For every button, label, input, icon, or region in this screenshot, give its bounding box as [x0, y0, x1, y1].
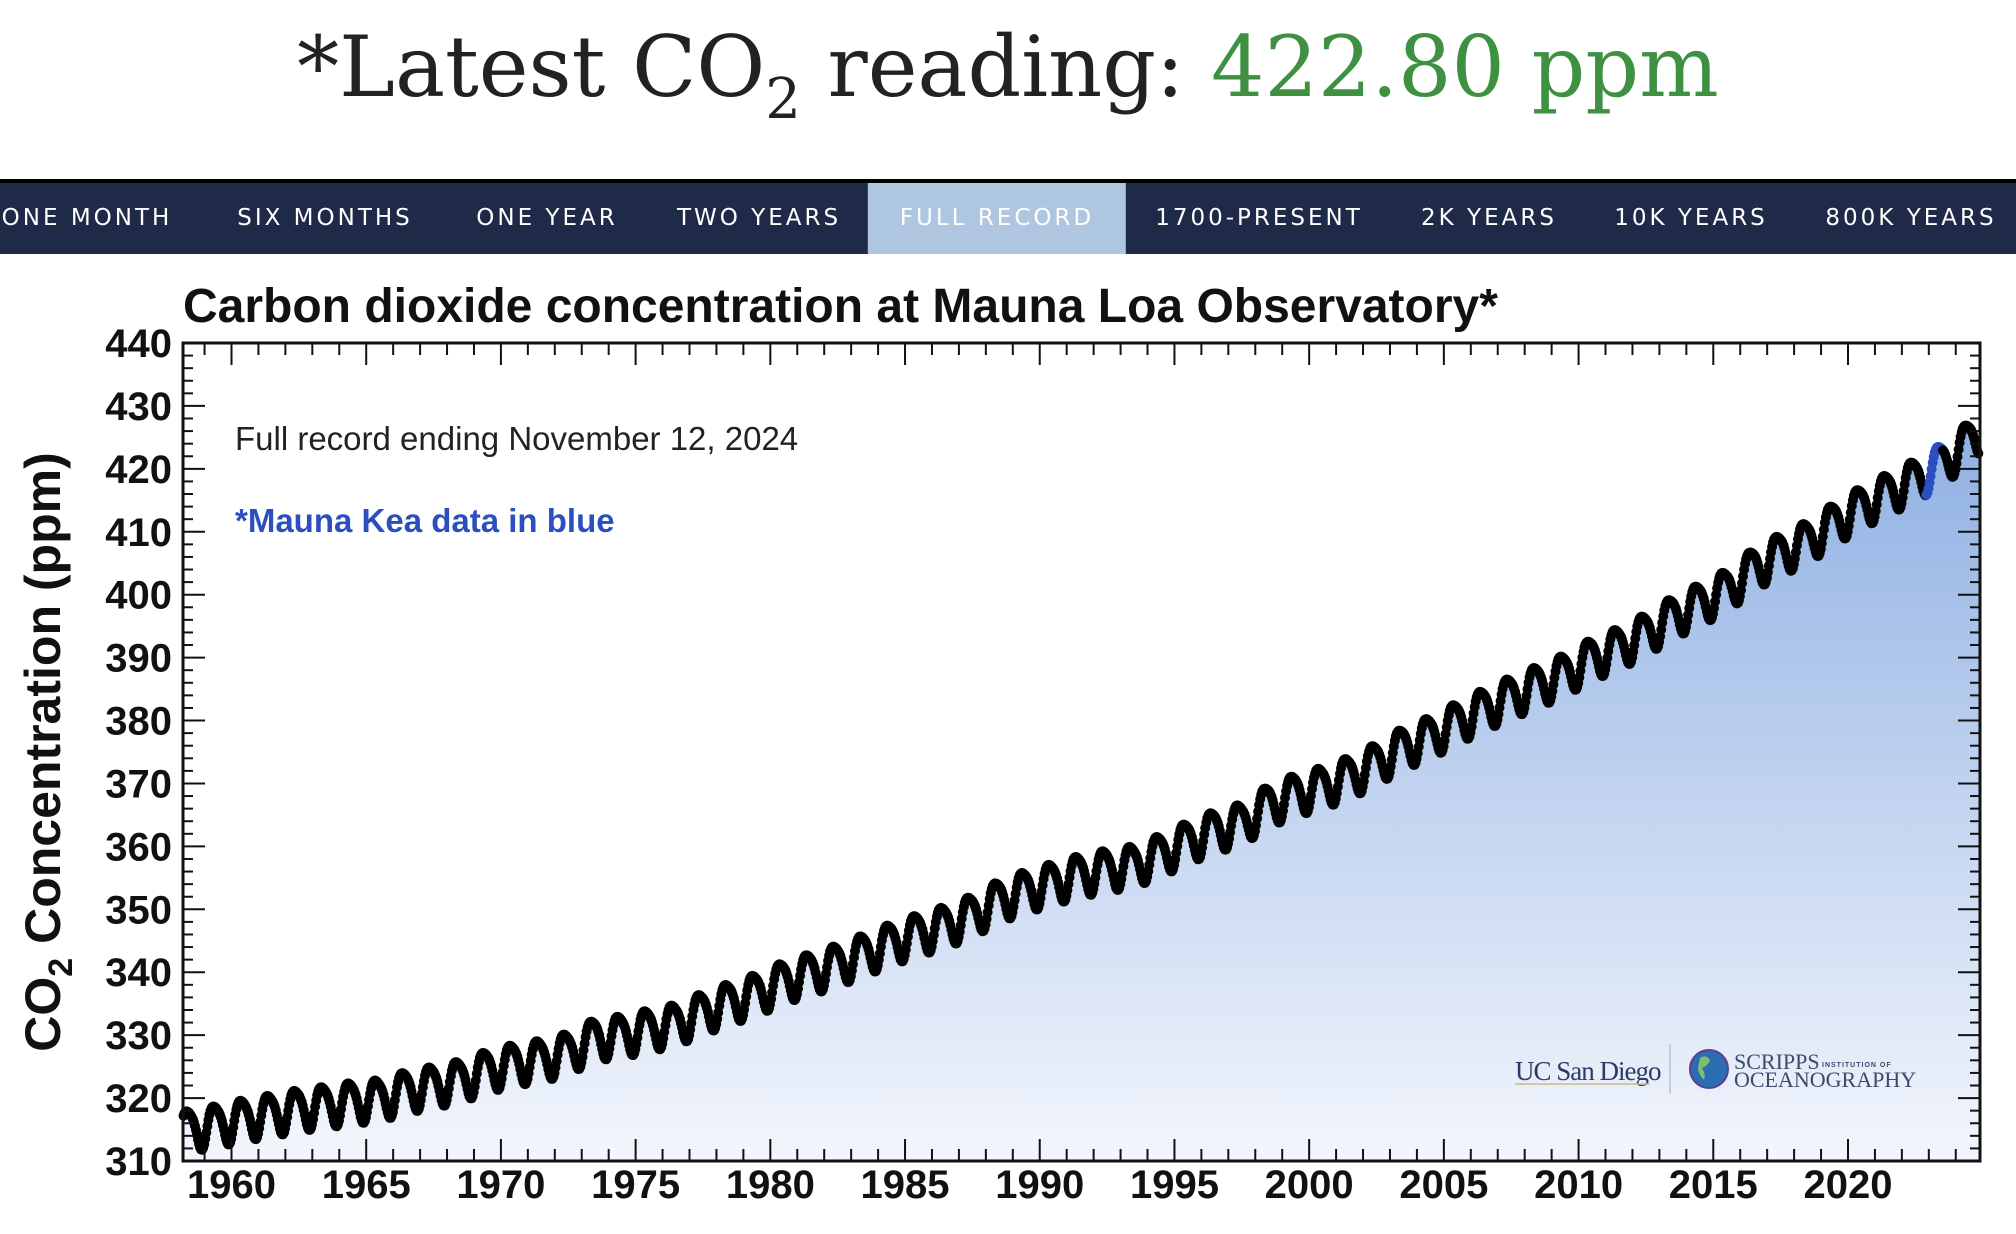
- headline-middle: reading:: [800, 18, 1211, 116]
- y-tick-label: 310: [105, 1140, 172, 1184]
- record-end-annotation: Full record ending November 12, 2024: [235, 420, 798, 457]
- y-tick-label: 400: [105, 574, 172, 618]
- latest-reading-value: 422.80 ppm: [1211, 18, 1719, 116]
- y-tick-label: 420: [105, 448, 172, 492]
- y-tick-label: 330: [105, 1014, 172, 1058]
- tab-10k-years[interactable]: 10K YEARS: [1614, 205, 1768, 231]
- x-tick-label: 2005: [1399, 1163, 1488, 1207]
- y-tick-label: 350: [105, 888, 172, 932]
- ucsd-logo: UC San Diego: [1515, 1056, 1662, 1086]
- nav-top-border: [0, 179, 2016, 184]
- y-tick-label: 360: [105, 825, 172, 869]
- y-tick-label: 390: [105, 637, 172, 681]
- x-tick-label: 2000: [1265, 1163, 1354, 1207]
- y-axis-label: CO2 Concentration (ppm): [15, 452, 80, 1051]
- tab-two-years[interactable]: TWO YEARS: [676, 205, 842, 231]
- y-tick-label: 410: [105, 511, 172, 555]
- latest-reading-headline: *Latest CO2 reading: 422.80 ppm: [0, 18, 2016, 128]
- x-tick-label: 2020: [1803, 1163, 1892, 1207]
- x-tick-label: 1990: [995, 1163, 1084, 1207]
- tab-full-record[interactable]: FULL RECORD: [867, 183, 1127, 254]
- globe-icon: [1689, 1049, 1729, 1089]
- tab-six-months[interactable]: SIX MONTHS: [237, 205, 413, 231]
- headline-subscript: 2: [765, 67, 801, 132]
- y-tick-label: 440: [105, 322, 172, 366]
- svg-text:UC San Diego: UC San Diego: [1515, 1056, 1661, 1086]
- x-tick-label: 1965: [322, 1163, 411, 1207]
- x-tick-label: 1985: [861, 1163, 950, 1207]
- x-tick-label: 1995: [1130, 1163, 1219, 1207]
- x-tick-label: 1960: [187, 1163, 276, 1207]
- y-tick-label: 370: [105, 762, 172, 806]
- tab-2k-years[interactable]: 2K YEARS: [1421, 205, 1557, 231]
- x-tick-label: 1980: [726, 1163, 815, 1207]
- time-range-nav: ONE MONTH SIX MONTHS ONE YEAR TWO YEARS FULL…: [0, 183, 2016, 254]
- svg-text:SCRIPPS: SCRIPPS: [1734, 1049, 1820, 1074]
- plot-frame: [181, 341, 1982, 1163]
- scripps-logo: SCRIPPS INSTITUTION OF OCEANOGRAPHY: [1689, 1049, 1916, 1092]
- ylabel-prefix: CO: [15, 977, 71, 1052]
- ylabel-sub: 2: [42, 958, 80, 977]
- ylabel-suffix: Concentration (ppm): [15, 452, 71, 958]
- svg-text:INSTITUTION OF: INSTITUTION OF: [1822, 1062, 1892, 1069]
- x-tick-label: 1970: [456, 1163, 545, 1207]
- tab-one-month[interactable]: ONE MONTH: [1, 205, 173, 231]
- y-tick-label: 430: [105, 385, 172, 429]
- chart-title: Carbon dioxide concentration at Mauna Lo…: [183, 280, 1498, 333]
- svg-text:OCEANOGRAPHY: OCEANOGRAPHY: [1734, 1067, 1916, 1092]
- y-tick-label: 320: [105, 1077, 172, 1121]
- headline-prefix: *Latest CO: [297, 18, 766, 116]
- svg-text:CO2 Concentration (ppm): CO2 Concentration (ppm): [15, 452, 80, 1051]
- tab-800k-years[interactable]: 800K YEARS: [1825, 205, 1997, 231]
- x-tick-label: 2010: [1534, 1163, 1623, 1207]
- y-tick-label: 340: [105, 951, 172, 995]
- x-tick-label: 2015: [1669, 1163, 1758, 1207]
- tab-1700-present[interactable]: 1700-PRESENT: [1155, 205, 1363, 231]
- area-fill: [183, 425, 1979, 1162]
- x-tick-label: 1975: [591, 1163, 680, 1207]
- mauna-kea-note: *Mauna Kea data in blue: [235, 502, 615, 539]
- tab-one-year[interactable]: ONE YEAR: [476, 205, 618, 231]
- y-tick-label: 380: [105, 700, 172, 744]
